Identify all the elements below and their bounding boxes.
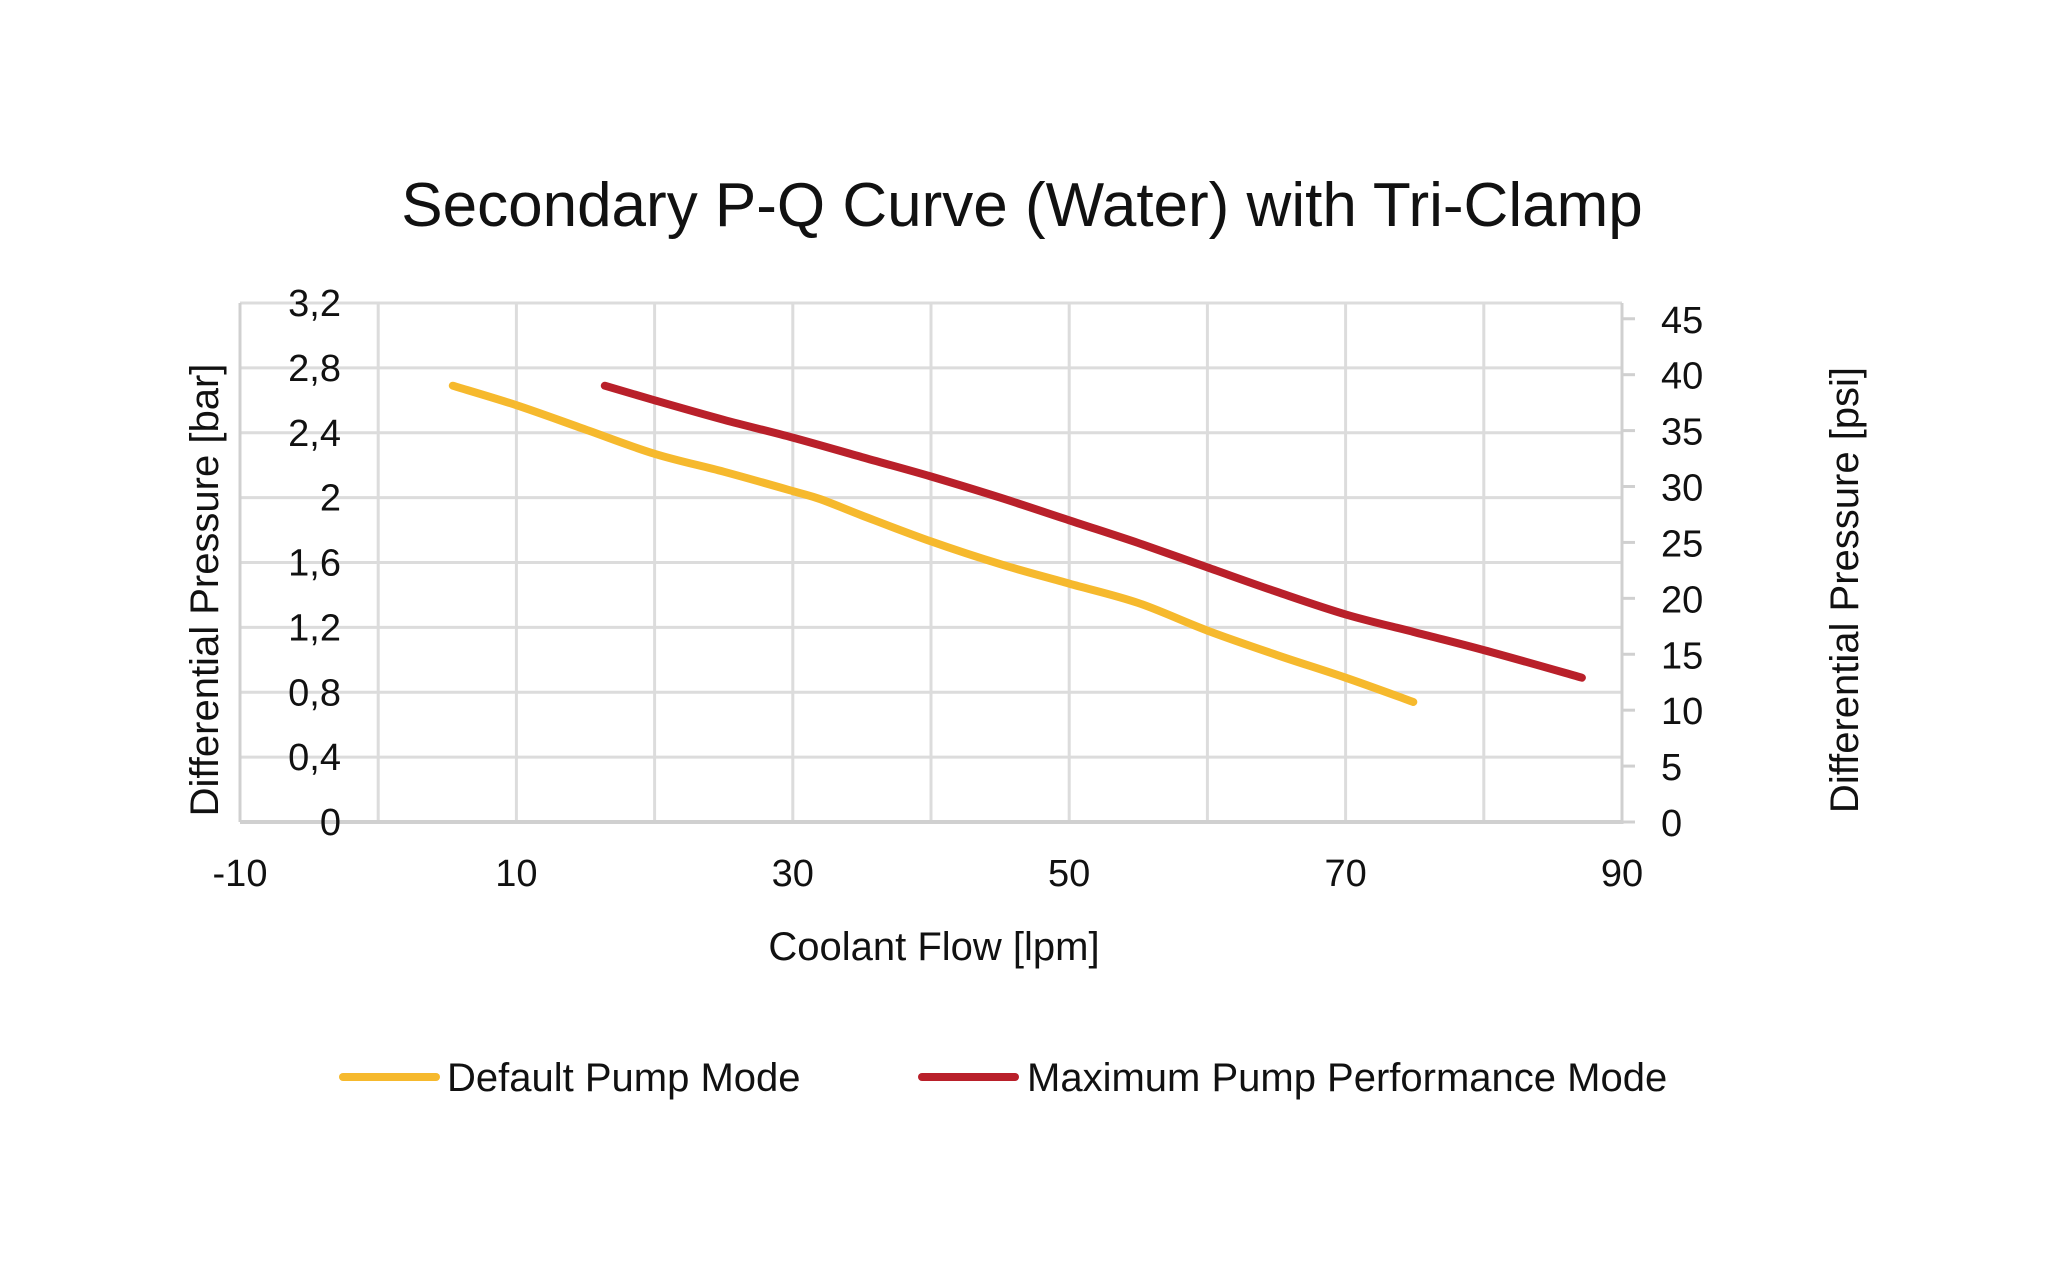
x-axis-title: Coolant Flow [lpm] [768,925,1099,969]
y-tick-label: 3,2 [288,283,341,325]
y-tick-label: 1,6 [288,543,341,585]
x-tick-label: 10 [495,853,537,895]
y-tick-label: 2,4 [288,413,341,455]
y2-tick-label: 10 [1661,691,1703,733]
y2-tick-label: 0 [1661,803,1682,845]
legend: Default Pump Mode Maximum Pump Performanc… [339,1056,1667,1100]
y-tick-label: 0,8 [288,672,341,714]
y2-tick-label: 40 [1661,356,1703,398]
x-tick-label: 90 [1601,853,1643,895]
y-tick-label: 2 [320,478,341,520]
x-axis-ticks: -10 10 30 50 70 90 [213,853,1644,895]
y2-tick-label: 20 [1661,579,1703,621]
y-axis-title: Differential Pressure [bar] [183,364,227,817]
left-axis-ticks: 0 0,4 0,8 1,2 1,6 2 2,4 2,8 3,2 [288,283,341,844]
chart-title: Secondary P-Q Curve (Water) with Tri-Cla… [401,171,1642,240]
y2-tick-label: 35 [1661,412,1703,454]
x-tick-label: 50 [1048,853,1090,895]
series-line-maximum-pump-performance-mode [600,381,1586,682]
legend-label: Maximum Pump Performance Mode [1027,1056,1667,1100]
y-tick-label: 1,2 [288,607,341,649]
y-tick-label: 2,8 [288,348,341,390]
y-tick-label: 0,4 [288,737,341,779]
x-tick-label: -10 [213,853,268,895]
x-tick-label: 70 [1324,853,1366,895]
series-lines [448,381,1586,706]
gridlines [238,301,1624,824]
y2-tick-label: 30 [1661,468,1703,510]
y2-tick-label: 15 [1661,635,1703,677]
x-tick-label: 30 [772,853,814,895]
y2-tick-label: 25 [1661,523,1703,565]
series-line-default-pump-mode [448,381,1418,706]
right-axis-ticks: 0 5 10 15 20 25 30 35 40 45 [1622,300,1703,845]
legend-label: Default Pump Mode [447,1056,801,1100]
axes [238,303,1624,824]
y2-axis-title: Differential Pressure [psi] [1823,367,1867,813]
y2-tick-label: 5 [1661,747,1682,789]
y-tick-label: 0 [320,802,341,844]
y2-tick-label: 45 [1661,300,1703,342]
